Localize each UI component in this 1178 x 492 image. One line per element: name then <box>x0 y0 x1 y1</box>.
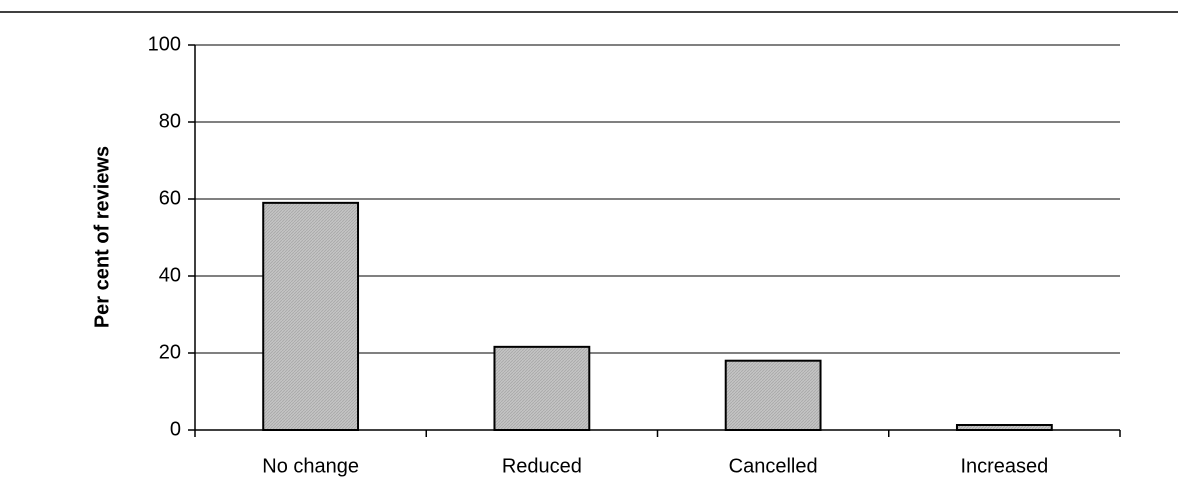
bar <box>262 201 360 431</box>
y-tick-label: 40 <box>159 264 181 286</box>
x-tick-label: Increased <box>960 455 1048 477</box>
y-tick-label: 80 <box>159 110 181 132</box>
x-tick-label: No change <box>262 455 359 477</box>
y-tick-label: 0 <box>170 418 181 440</box>
x-tick-label: Reduced <box>502 455 582 477</box>
y-tick-label: 20 <box>159 341 181 363</box>
x-tick-label: Cancelled <box>729 455 818 477</box>
bar <box>493 345 591 431</box>
y-tick-label: 60 <box>159 187 181 209</box>
bar <box>955 423 1053 431</box>
bar <box>724 359 822 432</box>
y-axis-label: Per cent of reviews <box>91 146 113 328</box>
y-tick-label: 100 <box>148 33 181 55</box>
